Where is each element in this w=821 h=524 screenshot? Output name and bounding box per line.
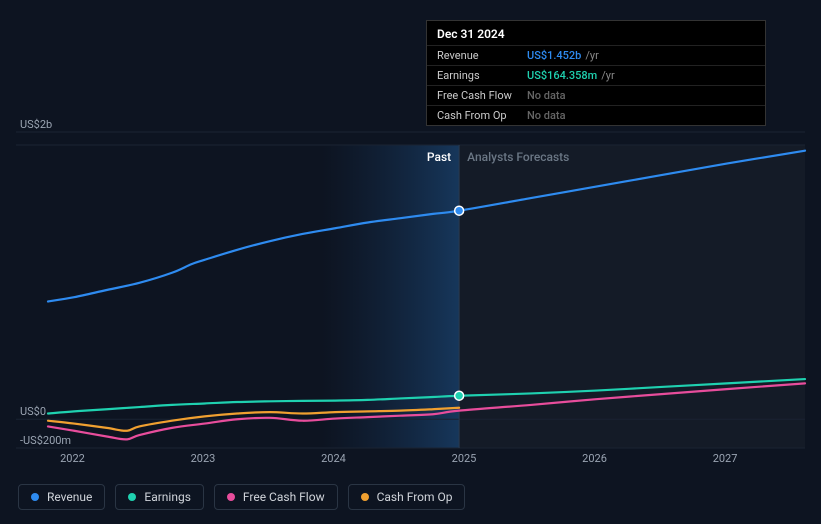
tooltip-row-label: Revenue <box>437 49 527 62</box>
legend-item-earnings[interactable]: Earnings <box>115 484 204 510</box>
y-axis-label: -US$200m <box>20 434 71 447</box>
x-axis-label: 2023 <box>191 452 216 465</box>
marker-revenue <box>455 206 464 215</box>
tooltip-row: Cash From OpNo data <box>427 105 765 125</box>
tooltip-row-value: No data <box>527 109 566 122</box>
tooltip-row: EarningsUS$164.358m/yr <box>427 65 765 85</box>
tooltip-row-value: No data <box>527 89 566 102</box>
legend-item-label: Revenue <box>47 490 92 504</box>
x-axis-label: 2026 <box>582 452 607 465</box>
legend-item-label: Free Cash Flow <box>243 490 325 504</box>
tooltip-row-label: Earnings <box>437 69 527 82</box>
tooltip-row: RevenueUS$1.452b/yr <box>427 45 765 65</box>
tooltip-row: Free Cash FlowNo data <box>427 85 765 105</box>
y-axis-label: US$2b <box>20 118 52 131</box>
x-axis-label: 2027 <box>713 452 738 465</box>
legend-item-cfo[interactable]: Cash From Op <box>348 484 466 510</box>
tooltip-row-value: US$164.358m <box>527 69 597 82</box>
region-label-past: Past <box>427 150 451 164</box>
legend: Revenue Earnings Free Cash Flow Cash From O… <box>18 484 465 510</box>
legend-dot-icon <box>128 493 136 501</box>
y-axis-label: US$0 <box>20 405 46 418</box>
x-axis-label: 2022 <box>60 452 85 465</box>
legend-item-revenue[interactable]: Revenue <box>18 484 105 510</box>
legend-item-label: Earnings <box>144 490 191 504</box>
tooltip-row-value: US$1.452b <box>527 49 581 62</box>
legend-dot-icon <box>31 493 39 501</box>
financials-chart: Past Analysts Forecasts Dec 31 2024 Reve… <box>0 0 821 524</box>
marker-earnings <box>455 391 464 400</box>
tooltip-row-label: Cash From Op <box>437 109 527 122</box>
region-label-forecast: Analysts Forecasts <box>467 150 569 164</box>
x-axis-label: 2024 <box>321 452 346 465</box>
legend-item-label: Cash From Op <box>377 490 453 504</box>
legend-dot-icon <box>227 493 235 501</box>
tooltip-row-suffix: /yr <box>585 49 598 62</box>
legend-dot-icon <box>361 493 369 501</box>
tooltip-row-suffix: /yr <box>601 69 614 82</box>
legend-item-fcf[interactable]: Free Cash Flow <box>214 484 338 510</box>
x-axis-label: 2025 <box>452 452 477 465</box>
tooltip-title: Dec 31 2024 <box>427 21 765 45</box>
tooltip: Dec 31 2024 RevenueUS$1.452b/yrEarningsU… <box>426 20 766 126</box>
tooltip-row-label: Free Cash Flow <box>437 89 527 102</box>
